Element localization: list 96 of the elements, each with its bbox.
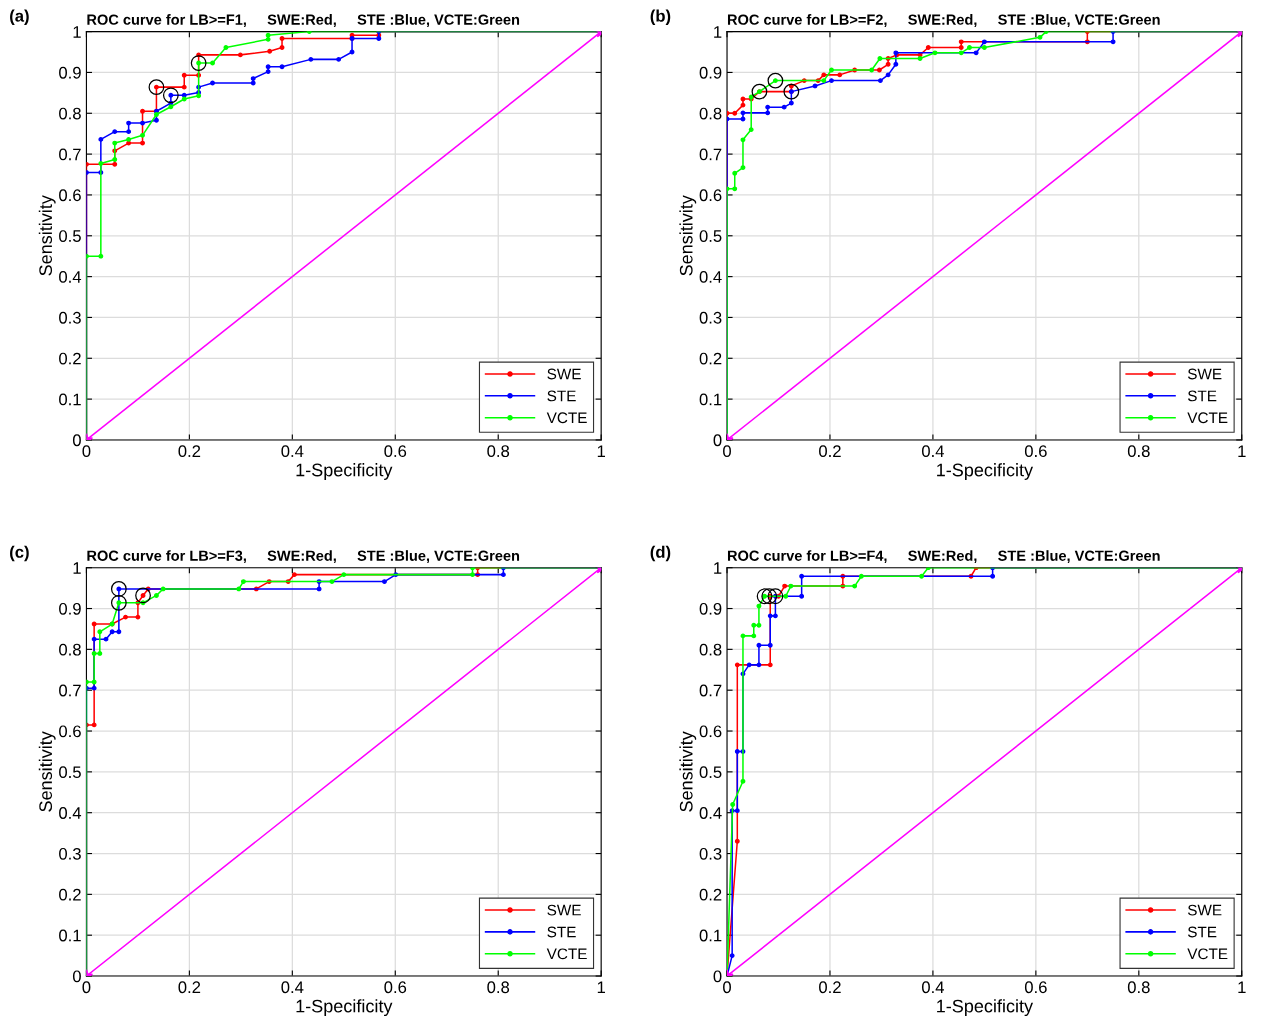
y-tick-label: 0.6 (699, 189, 722, 202)
x-tick-label: 1 (1238, 445, 1246, 457)
y-tick-label: 0.1 (699, 393, 722, 406)
chart-title: ROC curve for LB>=F1, SWE:Red, STE :Blue, VCTE:Green (87, 14, 520, 27)
y-tick-label: 1 (714, 562, 722, 574)
x-tick-label: 1 (597, 981, 605, 993)
x-tick-label: 0.6 (384, 445, 407, 458)
y-tick-label: 0.4 (699, 271, 722, 283)
y-tick-label: 0.2 (699, 352, 722, 365)
y-tick-label: 0 (713, 970, 722, 983)
y-axis-title: Sensitivity (679, 195, 697, 276)
y-tick-label: 0.7 (59, 148, 81, 161)
legend-label: STE (547, 390, 576, 402)
x-tick-label: 0.8 (1127, 445, 1150, 458)
y-tick-label: 0.9 (59, 66, 81, 79)
y-tick-label: 0.5 (59, 766, 81, 779)
y-tick-label: 0.9 (699, 66, 722, 79)
y-tick-label: 0.1 (59, 929, 81, 942)
x-tick-label: 1 (1238, 981, 1246, 993)
legend-label: VCTE (1187, 412, 1228, 424)
legend-label: STE (1187, 390, 1217, 402)
y-tick-label: 0.1 (699, 929, 722, 942)
y-tick-label: 0.1 (59, 393, 81, 406)
y-tick-label: 0.8 (699, 643, 722, 656)
x-tick-label: 0.4 (921, 445, 945, 458)
y-tick-label: 0.2 (699, 888, 722, 901)
text: (c) (10, 545, 29, 562)
y-tick-label: 0 (72, 434, 81, 447)
y-tick-label: 1 (714, 26, 722, 38)
y-axis-title: Sensitivity (679, 731, 697, 812)
legend-label: VCTE (546, 948, 587, 960)
legend-label: VCTE (1187, 948, 1228, 960)
legend-label: SWE (1187, 368, 1222, 380)
y-tick-label: 0.9 (699, 602, 722, 615)
x-tick-label: 0.4 (281, 981, 304, 994)
y-tick-label: 0.6 (59, 189, 81, 202)
x-tick-label: 1 (597, 445, 605, 457)
y-tick-label: 0.7 (699, 684, 722, 697)
x-tick-label: 0.8 (487, 445, 510, 458)
y-tick-label: 0.9 (59, 602, 81, 615)
x-tick-label: 0.2 (819, 981, 841, 994)
x-tick-label: 0 (82, 445, 91, 458)
y-tick-label: 0.8 (59, 643, 81, 656)
y-tick-label: 1 (73, 26, 81, 38)
x-tick-label: 0.2 (178, 445, 201, 458)
x-tick-label: 0.6 (1024, 981, 1047, 994)
y-tick-label: 0.5 (699, 766, 722, 779)
y-axis-title: Sensitivity (38, 731, 56, 812)
x-tick-label: 0.2 (819, 445, 841, 458)
y-tick-label: 0.3 (59, 847, 81, 860)
y-tick-label: 0.8 (699, 107, 722, 120)
y-tick-label: 0.6 (59, 725, 81, 738)
legend-label: VCTE (546, 412, 587, 424)
y-tick-label: 0.2 (59, 352, 81, 365)
x-tick-label: 0.4 (921, 981, 945, 994)
y-tick-label: 0.3 (699, 311, 722, 324)
legend-label: SWE (1187, 904, 1222, 916)
x-tick-label: 0.4 (281, 445, 304, 458)
y-tick-label: 0 (72, 970, 81, 983)
y-tick-label: 0.5 (59, 230, 81, 242)
text: (d) (650, 545, 671, 562)
y-tick-label: 0.4 (59, 271, 82, 283)
y-tick-label: 0.3 (699, 847, 722, 860)
y-tick-label: 0.2 (59, 888, 81, 901)
chart-title: ROC curve for LB>=F3, SWE:Red, STE :Blue, VCTE:Green (87, 550, 520, 563)
x-tick-label: 0.8 (487, 981, 510, 994)
y-tick-label: 0 (713, 434, 722, 447)
legend-label: STE (1187, 926, 1217, 938)
y-tick-label: 1 (73, 562, 81, 574)
x-tick-label: 0 (723, 445, 731, 458)
chart-title: ROC curve for LB>=F4, SWE:Red, STE :Blue, VCTE:Green (727, 550, 1160, 563)
x-axis-title: 1-Specificity (296, 999, 393, 1017)
x-tick-label: 0 (82, 981, 91, 994)
y-tick-label: 0.7 (699, 148, 722, 161)
y-tick-label: 0.5 (699, 230, 722, 242)
y-tick-label: 0.7 (59, 684, 81, 697)
text: (b) (650, 9, 671, 26)
text: (a) (10, 9, 29, 26)
x-tick-label: 0.6 (1024, 445, 1047, 458)
y-axis-title: Sensitivity (38, 195, 56, 276)
x-tick-label: 0.6 (384, 981, 407, 994)
y-tick-label: 0.8 (59, 107, 81, 120)
y-tick-label: 0.6 (699, 725, 722, 738)
x-axis-title: 1-Specificity (937, 463, 1034, 480)
x-tick-label: 0.8 (1127, 981, 1150, 994)
x-axis-title: 1-Specificity (296, 463, 393, 480)
legend-label: SWE (547, 368, 581, 380)
legend-label: SWE (547, 904, 581, 916)
x-tick-label: 0.2 (178, 981, 201, 994)
y-tick-label: 0.4 (699, 807, 722, 819)
legend-label: STE (547, 926, 576, 938)
y-tick-label: 0.4 (59, 807, 82, 819)
x-tick-label: 0 (723, 981, 731, 994)
chart-title: ROC curve for LB>=F2, SWE:Red, STE :Blue, VCTE:Green (727, 14, 1160, 27)
y-tick-label: 0.3 (59, 311, 81, 324)
x-axis-title: 1-Specificity (937, 999, 1034, 1017)
